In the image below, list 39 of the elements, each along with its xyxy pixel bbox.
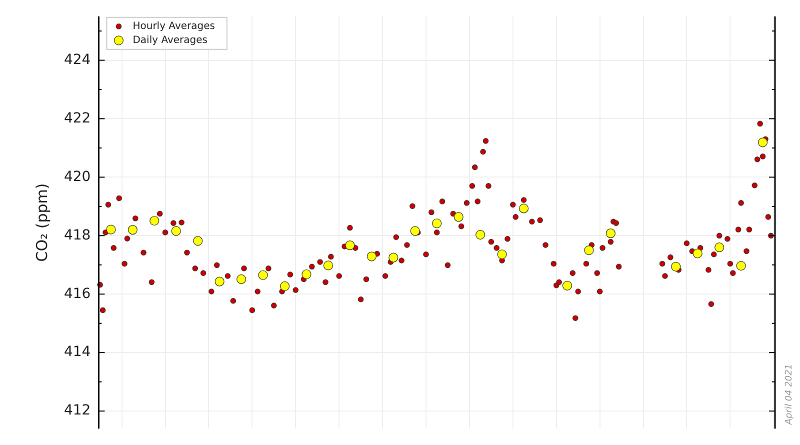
point — [258, 270, 268, 280]
point — [214, 276, 224, 286]
point — [345, 240, 355, 250]
point — [562, 280, 572, 290]
y-tick-label: 424 — [64, 52, 91, 68]
point — [236, 274, 246, 284]
point — [476, 230, 486, 240]
point — [497, 250, 507, 260]
point — [128, 225, 138, 235]
point — [366, 252, 376, 262]
point — [410, 226, 420, 236]
point — [432, 218, 442, 228]
point — [692, 248, 702, 258]
point — [454, 212, 464, 222]
point — [388, 252, 398, 262]
y-tick-label: 416 — [64, 286, 91, 302]
y-tick-label: 418 — [64, 227, 91, 244]
legend-label: Hourly Averages — [132, 20, 215, 32]
point — [106, 224, 116, 234]
point — [193, 236, 203, 246]
point — [736, 260, 746, 271]
legend-label: Daily Averages — [132, 34, 208, 46]
y-tick-label: 414 — [64, 344, 91, 360]
point — [714, 242, 724, 252]
point — [584, 245, 594, 256]
point — [518, 204, 529, 214]
y-axis-title: CO₂ (ppm) — [32, 183, 51, 262]
point — [758, 138, 768, 148]
point — [150, 216, 160, 226]
point — [302, 269, 312, 280]
point — [671, 262, 681, 272]
point — [280, 281, 290, 292]
text: April 04 2021 — [784, 364, 794, 426]
y-tick-label: 412 — [64, 402, 91, 419]
y-tick-label: 420 — [64, 168, 91, 185]
y-tick-label: 422 — [64, 110, 91, 126]
point — [323, 260, 334, 270]
point — [606, 228, 616, 238]
point — [171, 226, 181, 236]
